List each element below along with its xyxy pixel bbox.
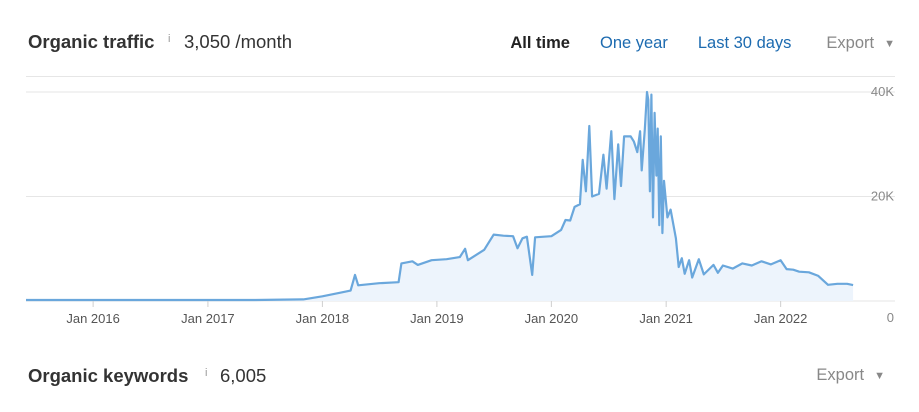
x-tick-label: Jan 2018 bbox=[296, 311, 350, 326]
info-icon[interactable]: i bbox=[205, 367, 208, 379]
export-label: Export bbox=[816, 366, 865, 384]
x-tick-label: Jan 2017 bbox=[181, 311, 235, 326]
x-tick-label: Jan 2021 bbox=[639, 311, 693, 326]
organic-keywords-header: Organic keywords i 6,005 Export ▼ bbox=[0, 350, 919, 412]
x-tick-label: Jan 2022 bbox=[754, 311, 808, 326]
organic-traffic-title: Organic traffic bbox=[28, 31, 155, 52]
x-tick-label: Jan 2019 bbox=[410, 311, 464, 326]
y-axis-ticks: 0 20K 40K bbox=[871, 84, 894, 325]
x-axis-ticks: Jan 2016 Jan 2017 Jan 2018 Jan 2019 Jan 2020… bbox=[66, 301, 807, 326]
tab-last-30-days[interactable]: Last 30 days bbox=[697, 34, 792, 52]
y-tick-label: 40K bbox=[871, 84, 894, 99]
time-range-tabs: All time One year Last 30 days Export ▼ bbox=[480, 34, 895, 53]
tab-one-year[interactable]: One year bbox=[599, 34, 668, 52]
organic-traffic-header: Organic traffic i 3,050 /month All time … bbox=[0, 0, 919, 76]
organic-keywords-value: 6,005 bbox=[220, 365, 267, 386]
organic-keywords-title: Organic keywords bbox=[28, 365, 189, 386]
y-tick-label: 0 bbox=[887, 310, 894, 325]
tab-all-time[interactable]: All time bbox=[510, 34, 570, 52]
info-icon[interactable]: i bbox=[168, 33, 171, 45]
keywords-export-button[interactable]: Export ▼ bbox=[816, 366, 885, 385]
chevron-down-icon: ▼ bbox=[874, 369, 885, 382]
organic-traffic-chart: 0 20K 40K Jan 2016 Jan 2017 Jan 2018 Jan 2019… bbox=[26, 76, 895, 326]
x-tick-label: Jan 2020 bbox=[525, 311, 579, 326]
chevron-down-icon: ▼ bbox=[884, 37, 895, 50]
x-tick-label: Jan 2016 bbox=[66, 311, 120, 326]
traffic-line bbox=[26, 90, 854, 302]
export-button[interactable]: Export ▼ bbox=[826, 34, 895, 53]
traffic-area bbox=[26, 92, 854, 301]
y-tick-label: 20K bbox=[871, 189, 894, 204]
organic-traffic-value: 3,050 /month bbox=[184, 31, 292, 52]
export-label: Export bbox=[826, 34, 875, 52]
